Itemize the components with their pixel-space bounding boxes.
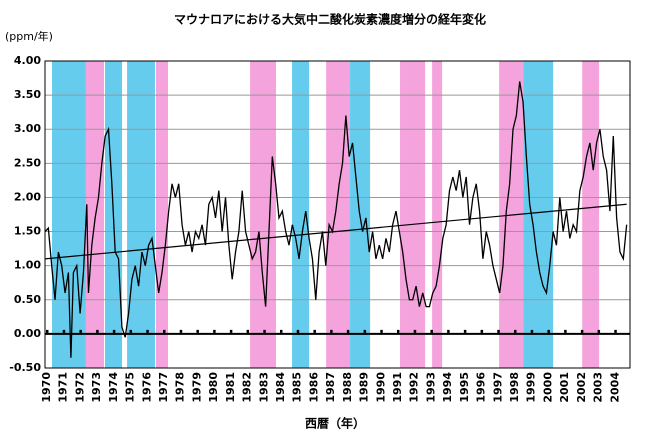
y-axis-title: (ppm/年) — [5, 29, 53, 43]
x-tick-mark — [447, 329, 450, 333]
x-tick-mark — [380, 329, 383, 333]
x-tick-label: 1983 — [257, 372, 270, 403]
x-tick-label: 1996 — [475, 372, 488, 403]
band — [292, 61, 310, 368]
y-tick-label: 3.50 — [14, 88, 41, 101]
data-line — [44, 81, 628, 358]
x-tick-mark — [129, 329, 133, 333]
x-tick-label: 1986 — [307, 372, 320, 403]
band — [432, 61, 443, 368]
x-tick-label: 2003 — [592, 372, 605, 403]
x-tick-label: 2002 — [575, 372, 588, 403]
x-tick-mark — [463, 329, 467, 333]
x-tick-mark — [514, 329, 517, 333]
x-tick-label: 2004 — [608, 372, 621, 403]
band — [250, 61, 276, 368]
x-tick-label: 1999 — [525, 372, 538, 403]
y-tick-label: -0.50 — [9, 361, 41, 374]
y-tick-label: 4.00 — [14, 54, 41, 67]
x-tick-mark — [346, 329, 350, 333]
x-tick-label: 2001 — [558, 372, 571, 403]
x-tick-mark — [330, 329, 333, 333]
x-tick-label: 1987 — [324, 372, 337, 403]
x-tick-mark — [62, 329, 66, 333]
trend-line — [44, 203, 627, 260]
x-tick-label: 1994 — [441, 372, 454, 403]
y-tick-label: 2.50 — [14, 156, 41, 169]
band — [400, 61, 426, 368]
x-tick-mark — [163, 329, 166, 333]
y-tick-label: 2.00 — [14, 190, 41, 203]
x-tick-mark — [196, 329, 199, 333]
x-tick-mark — [430, 329, 433, 333]
x-tick-label: 1993 — [424, 372, 437, 403]
x-tick-mark — [146, 329, 149, 333]
x-tick-mark — [179, 329, 183, 333]
x-tick-mark — [112, 329, 116, 333]
x-tick-label: 1989 — [358, 372, 371, 403]
x-tick-label: 1990 — [374, 372, 387, 403]
band — [127, 61, 155, 368]
x-tick-mark — [580, 329, 584, 333]
x-tick-mark — [497, 329, 500, 333]
band — [582, 61, 600, 368]
x-tick-label: 1974 — [107, 372, 120, 403]
x-tick-label: 1976 — [140, 372, 153, 403]
x-tick-mark — [547, 329, 550, 333]
x-tick-mark — [213, 329, 216, 333]
x-axis-title: 西暦（年） — [305, 416, 365, 431]
x-tick-label: 1997 — [491, 372, 504, 403]
x-tick-mark — [363, 329, 367, 333]
y-tick-label: 1.50 — [14, 225, 41, 238]
x-tick-label: 1982 — [241, 372, 254, 403]
x-tick-label: 1998 — [508, 372, 521, 403]
x-tick-mark — [96, 329, 99, 333]
x-tick-mark — [397, 329, 400, 333]
x-tick-mark — [597, 329, 601, 333]
x-tick-mark — [246, 329, 250, 333]
x-tick-mark — [413, 329, 417, 333]
y-tick-label: 3.00 — [14, 122, 41, 135]
x-tick-label: 1980 — [207, 372, 220, 403]
x-tick-label: 1981 — [224, 372, 237, 403]
x-tick-label: 1977 — [157, 372, 170, 403]
y-tick-label: 0.00 — [14, 327, 41, 340]
x-tick-label: 1970 — [40, 372, 53, 403]
band — [523, 61, 554, 368]
x-tick-mark — [564, 329, 567, 333]
plot-frame — [44, 60, 631, 369]
x-tick-mark — [480, 329, 484, 333]
x-tick-mark — [263, 329, 266, 333]
y-tick-label: 0.50 — [14, 293, 41, 306]
x-tick-label: 1991 — [391, 372, 404, 403]
x-tick-label: 1984 — [274, 372, 287, 403]
x-tick-label: 1978 — [174, 372, 187, 403]
x-tick-mark — [229, 329, 233, 333]
x-tick-mark — [530, 329, 534, 333]
band — [155, 61, 169, 368]
x-tick-label: 1975 — [124, 372, 137, 403]
x-tick-label: 1971 — [57, 372, 70, 403]
x-tick-label: 1985 — [291, 372, 304, 403]
x-tick-mark — [296, 329, 300, 333]
band — [52, 61, 86, 368]
x-tick-label: 2000 — [541, 372, 554, 403]
x-tick-label: 1995 — [458, 372, 471, 403]
y-tick-label: 1.00 — [14, 259, 41, 272]
x-tick-label: 1988 — [341, 372, 354, 403]
x-tick-label: 1992 — [408, 372, 421, 403]
x-tick-label: 1979 — [190, 372, 203, 403]
x-tick-mark — [280, 329, 283, 333]
x-tick-label: 1972 — [73, 372, 86, 403]
x-tick-mark — [313, 329, 316, 333]
x-tick-mark — [614, 329, 617, 333]
x-tick-mark — [79, 329, 82, 333]
chart-title: マウナロアにおける大気中二酸化炭素濃度増分の経年変化 — [174, 12, 486, 27]
band — [326, 61, 351, 368]
x-tick-mark — [46, 329, 49, 333]
band — [85, 61, 105, 368]
x-tick-label: 1973 — [90, 372, 103, 403]
